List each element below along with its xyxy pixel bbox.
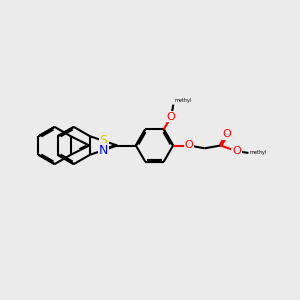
Text: N: N <box>99 144 108 157</box>
Text: methyl: methyl <box>175 98 192 103</box>
Text: O: O <box>184 140 193 151</box>
Text: O: O <box>223 129 231 139</box>
Text: S: S <box>100 134 108 147</box>
Text: O: O <box>167 112 176 122</box>
Text: methyl: methyl <box>250 150 267 155</box>
Text: O: O <box>232 146 241 156</box>
